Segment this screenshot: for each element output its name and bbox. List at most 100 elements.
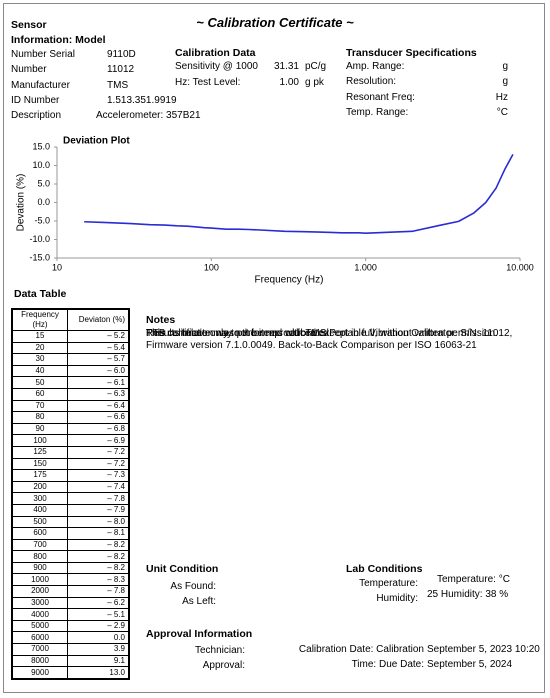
deviation-line xyxy=(84,154,514,235)
y-tick-label: 10.0 xyxy=(32,160,50,170)
label: Amp. Range: xyxy=(346,61,405,72)
table-row: 9000 13.0 xyxy=(11,666,130,680)
table-row: 60– 6.3 xyxy=(11,387,130,401)
table-cell: 125 xyxy=(11,445,68,459)
table-row: 700– 8.2 xyxy=(11,538,130,552)
table-cell: – 6.4 xyxy=(67,399,130,413)
label: Time: Due Date: xyxy=(351,659,424,670)
table-cell: – 5.2 xyxy=(67,330,130,343)
date: September 5, 2023 10:20 xyxy=(427,644,540,655)
table-row: 2000– 7.8 xyxy=(11,585,130,598)
table-cell: 8000 xyxy=(11,654,68,668)
table-cell: 500 xyxy=(11,515,68,529)
value: Accelerometer: 357B21 xyxy=(96,110,201,122)
section-subtitle: Information: Model xyxy=(11,34,106,46)
x-tick-label: 100 xyxy=(204,262,219,272)
table-cell: – 7.4 xyxy=(67,480,130,494)
table-cell: 2000 xyxy=(11,585,68,598)
table-cell: 3.9 xyxy=(67,643,130,656)
label: Technician: xyxy=(194,645,245,656)
unit: Hz xyxy=(495,91,508,103)
table-cell: 9000 xyxy=(11,666,68,680)
table-cell: 7000 xyxy=(11,643,68,656)
table-row: 7000 3.9 xyxy=(11,643,130,656)
table-cell: 13.0 xyxy=(67,666,130,680)
table-cell: – 7.2 xyxy=(67,445,130,459)
table-cell: 600 xyxy=(11,527,68,540)
table-cell: 700 xyxy=(11,538,68,552)
section-title: Lab Conditions xyxy=(346,563,423,575)
table-row: 70– 6.4 xyxy=(11,399,130,413)
table-cell: – 5.7 xyxy=(67,353,130,366)
table-cell: 4000 xyxy=(11,608,68,621)
label: As Found: xyxy=(170,581,216,592)
table-cell: – 8.1 xyxy=(67,527,130,540)
table-cell: 3000 xyxy=(11,596,68,610)
table-cell: – 6.1 xyxy=(67,376,130,389)
table-row: Frequency (Hz) Deviaton (%) xyxy=(11,308,130,331)
table-row: 1000– 8.3 xyxy=(11,573,130,587)
table-cell: 1000 xyxy=(11,573,68,587)
table-row: 100– 6.9 xyxy=(11,434,130,447)
table-row: 900– 8.2 xyxy=(11,561,130,575)
table-cell: 30 xyxy=(11,353,68,366)
table-row: 15– 5.2 xyxy=(11,330,130,343)
value: Temperature: °C xyxy=(437,574,510,585)
table-cell: – 6.2 xyxy=(67,596,130,610)
note-line: PTB xyxy=(146,328,166,339)
x-tick-label: 10.000 xyxy=(506,262,534,272)
value: TMS xyxy=(107,79,129,91)
table-cell: 0.0 xyxy=(67,631,130,645)
table-cell: 400 xyxy=(11,503,68,517)
chart-title: Deviation Plot xyxy=(63,136,130,147)
table-cell: – 2.9 xyxy=(67,619,130,633)
table-cell: 80 xyxy=(11,411,68,424)
table-row: 50– 6.1 xyxy=(11,376,130,389)
unit: pC/g xyxy=(305,61,327,72)
page-border xyxy=(3,3,545,693)
table-cell: – 7.3 xyxy=(67,469,130,482)
table-row: 80– 6.6 xyxy=(11,411,130,424)
table-row: 20– 5.4 xyxy=(11,341,130,355)
unit: g pk xyxy=(305,77,324,88)
table-cell: – 8.2 xyxy=(67,550,130,563)
label: Number Serial xyxy=(11,49,75,60)
table-row: 500– 8.0 xyxy=(11,515,130,529)
note-line: This calibration was performed with TMS … xyxy=(146,328,513,351)
value: 1.513.351.9919 xyxy=(107,94,177,106)
table-cell: 40 xyxy=(11,364,68,378)
value: 25 Humidity: 38 % xyxy=(427,589,509,600)
label: Manufacturer xyxy=(11,79,70,91)
x-tick-label: 1.000 xyxy=(354,262,377,272)
table-row: 3000– 6.2 xyxy=(11,596,130,610)
table-cell: – 6.3 xyxy=(67,387,130,401)
y-axis-label: Devation (%) xyxy=(16,174,27,232)
section-title: Unit Condition xyxy=(146,563,219,575)
table-cell: – 6.0 xyxy=(67,364,130,378)
table-cell: 5000 xyxy=(11,619,68,633)
label: Temp. Range: xyxy=(346,106,409,118)
label: Resolution: xyxy=(346,76,397,88)
table-cell: – 6.9 xyxy=(67,434,130,447)
section-title: Sensor xyxy=(11,19,47,31)
table-row: 175– 7.3 xyxy=(11,469,130,482)
table-row: 5000– 2.9 xyxy=(11,619,130,633)
table-cell: – 7.2 xyxy=(67,457,130,471)
table-cell: 90 xyxy=(11,422,68,436)
label: Hz: Test Level: xyxy=(175,77,241,88)
value: 31.31 xyxy=(273,61,299,72)
x-axis-label: Frequency (Hz) xyxy=(255,275,324,286)
table-cell: – 6.6 xyxy=(67,411,130,424)
table-cell: – 7.9 xyxy=(67,503,130,517)
label: Calibration Date: Calibration xyxy=(298,644,424,655)
y-tick-label: 0.0 xyxy=(37,197,50,207)
date: September 5, 2024 xyxy=(427,659,513,670)
y-tick-label: -10.0 xyxy=(29,234,50,244)
note-line: This certificate may not be reproduced e… xyxy=(146,328,498,339)
table-row: 200– 7.4 xyxy=(11,480,130,494)
value: 1.00 xyxy=(279,77,299,88)
label: As Left: xyxy=(182,596,216,607)
table-cell: Deviaton (%) xyxy=(67,308,130,331)
unit: °C xyxy=(496,106,508,118)
label: Temperature: xyxy=(359,578,418,589)
